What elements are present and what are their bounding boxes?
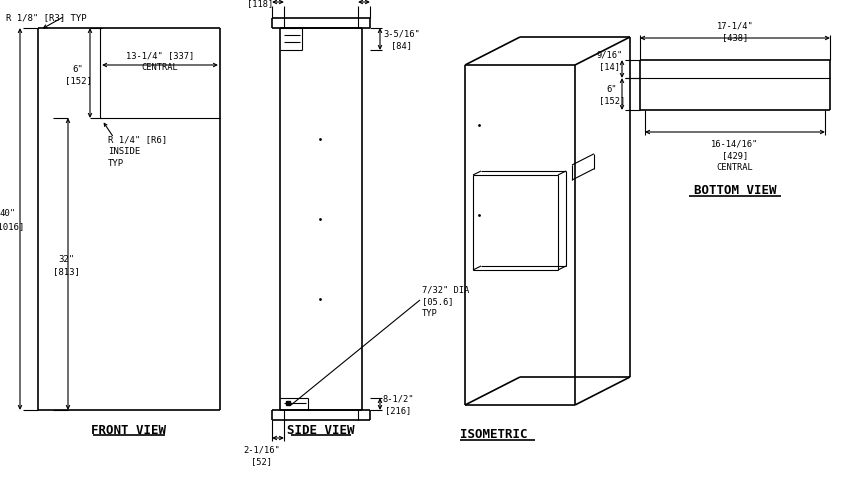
Text: R 1/4" [R6]: R 1/4" [R6]	[108, 136, 167, 144]
Text: 6": 6"	[72, 64, 83, 74]
Text: SIDE VIEW: SIDE VIEW	[287, 424, 354, 436]
Text: 9/16": 9/16"	[597, 50, 623, 59]
Text: [216]: [216]	[385, 406, 411, 416]
Text: [152]: [152]	[65, 76, 92, 86]
Text: 6": 6"	[607, 84, 617, 94]
Text: ISOMETRIC: ISOMETRIC	[460, 428, 528, 442]
Text: [118]: [118]	[246, 0, 273, 8]
Text: TYP: TYP	[108, 160, 124, 168]
Text: INSIDE: INSIDE	[108, 148, 140, 156]
Text: R 1/8" [R3] TYP: R 1/8" [R3] TYP	[6, 14, 87, 22]
Text: 7/32" DIA: 7/32" DIA	[422, 286, 469, 294]
Text: CENTRAL: CENTRAL	[142, 64, 178, 72]
Text: [84]: [84]	[392, 42, 412, 50]
Text: [438]: [438]	[722, 34, 748, 42]
Text: 32": 32"	[58, 254, 74, 264]
Text: 2-1/16": 2-1/16"	[244, 446, 280, 454]
Text: [152]: [152]	[599, 96, 625, 106]
Text: 3-5/16": 3-5/16"	[383, 30, 421, 38]
Text: 40": 40"	[0, 210, 16, 218]
Text: [52]: [52]	[252, 458, 273, 466]
Text: 16-14/16": 16-14/16"	[711, 140, 758, 148]
Text: [813]: [813]	[53, 268, 79, 276]
Text: 17-1/4": 17-1/4"	[717, 22, 753, 30]
Text: [429]: [429]	[722, 152, 748, 160]
Text: CENTRAL: CENTRAL	[717, 164, 753, 172]
Text: 13-1/4" [337]: 13-1/4" [337]	[126, 52, 194, 60]
Text: [05.6]: [05.6]	[422, 298, 454, 306]
Text: [1016]: [1016]	[0, 222, 24, 232]
Text: BOTTOM VIEW: BOTTOM VIEW	[694, 184, 776, 196]
Text: [14]: [14]	[599, 62, 620, 72]
Text: TYP: TYP	[422, 310, 438, 318]
Text: 8-1/2": 8-1/2"	[382, 394, 414, 404]
Text: FRONT VIEW: FRONT VIEW	[92, 424, 167, 436]
